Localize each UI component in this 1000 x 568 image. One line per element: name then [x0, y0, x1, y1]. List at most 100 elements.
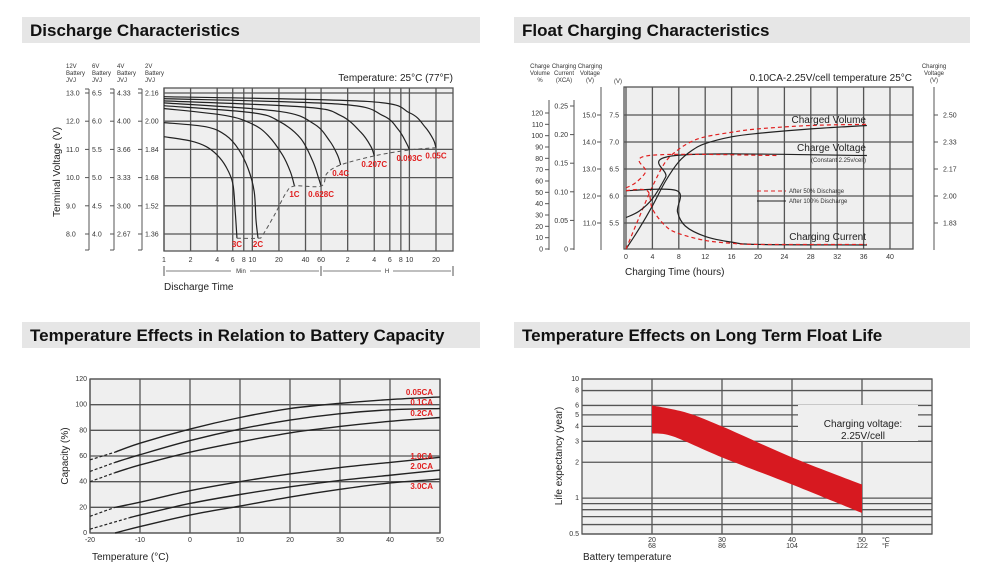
unit-fahrenheit: °F: [882, 542, 889, 550]
x-tick-label: 8: [677, 254, 681, 261]
voltage-curve-after-50pct: [625, 153, 778, 189]
end-voltage-line: [236, 147, 437, 239]
y-tick-label: 3.00: [117, 203, 131, 210]
y-tick-label: 7.5: [609, 113, 619, 120]
y-tick-label: 10: [571, 376, 579, 383]
curve-label-note: (Constant 2.25v/cell): [811, 158, 866, 164]
x-tick-label: 10: [248, 257, 256, 264]
discharge-curve-0.4C: [163, 102, 342, 166]
voltage-curve-after-100pct: [625, 153, 867, 219]
float-charging-chart: 0 4 8 12 16 20 24 28 32 36 40 0.10CA-2.25V/cell tem…: [530, 64, 957, 278]
y-tick-label: 90: [535, 145, 543, 152]
y-tick-label: 11.0: [583, 221, 596, 228]
y-axis-label: Capacity (%): [60, 427, 71, 484]
x-axis-label: Temperature (°C): [92, 552, 169, 563]
y-tick-label: 60: [79, 453, 87, 460]
y-tick-label: 1.36: [145, 232, 159, 239]
x-tick-label: 6: [388, 257, 392, 264]
rate-label: 3.0CA: [410, 482, 433, 491]
y-tick-label: 8: [575, 388, 579, 395]
y-tick-label: 4: [575, 423, 579, 430]
discharge-curve-1C: [163, 107, 296, 187]
axis-header: Charge: [530, 64, 550, 70]
y-tick-label: 4.00: [117, 119, 131, 126]
x-tick-label: 20: [286, 537, 294, 544]
x-axis-label: Charging Time (hours): [625, 267, 724, 278]
title-bar: [22, 17, 480, 43]
x-tick-label: 40: [886, 254, 894, 261]
axis-header: Charging: [578, 64, 602, 70]
y-tick-label: 2.00: [145, 119, 159, 126]
panel-float-life: Temperature Effects on Long Term Float L…: [514, 322, 970, 563]
y-tick-label: 40: [535, 201, 543, 208]
discharge-curve-0.05C: [163, 96, 437, 148]
x-tick-label: 36: [860, 254, 868, 261]
y-tick-label: 3.33: [117, 175, 131, 182]
y-tick-label: 120: [531, 111, 543, 118]
y-tick-label: 2.17: [943, 167, 957, 174]
axis-header: Battery: [117, 71, 136, 77]
capacity-curve-extrapolated-0.2CA: [89, 472, 116, 483]
x-tick-label: 4: [215, 257, 219, 264]
capacity-curve-extrapolated-0.1CA: [89, 461, 116, 472]
capacity-curve-1.0CA: [114, 456, 441, 509]
y-tick-label: 0.05: [554, 218, 568, 225]
y-tick-label: 8.0: [66, 232, 76, 239]
y-tick-label: 1: [575, 495, 579, 502]
x-unit-hour: H: [385, 269, 389, 275]
rate-label: 2C: [253, 240, 263, 249]
y-tick-label: 6.5: [92, 91, 102, 98]
y-tick-label: 0: [564, 247, 568, 254]
axis-header: JVJ: [66, 78, 76, 84]
curve-label-current: Charging Current: [789, 232, 866, 243]
y-tick-label: 12.0: [582, 194, 596, 201]
y-tick-label: 3.66: [117, 147, 131, 154]
x-tick-label-fahrenheit: 68: [648, 543, 656, 550]
condition-annotation: 0.10CA-2.25V/cell temperature 25°C: [750, 73, 912, 84]
y-tick-label: 0: [539, 247, 543, 254]
axis-header: (V): [586, 78, 594, 84]
panel-temperature-capacity: Temperature Effects in Relation to Batte…: [22, 322, 480, 563]
y-tick-label: 100: [531, 133, 543, 140]
y-tick-label: 13.0: [66, 91, 80, 98]
y-tick-label: 0.15: [554, 161, 568, 168]
axis-header: Battery: [92, 71, 111, 77]
rate-label: 0.1CA: [410, 398, 433, 407]
y-tick-label: 0.25: [554, 104, 568, 111]
x-tick-label: 8: [242, 257, 246, 264]
x-tick-label: 0: [188, 537, 192, 544]
y-tick-label: 2.33: [943, 140, 957, 147]
y-tick-label: 6: [575, 402, 579, 409]
rate-label: 0.628C: [308, 190, 334, 199]
x-tick-label: 50: [436, 537, 444, 544]
y-tick-label: 30: [535, 213, 543, 220]
rate-label: 2.0CA: [410, 462, 433, 471]
panel-title: Temperature Effects in Relation to Batte…: [30, 326, 445, 345]
x-tick-label: 40: [386, 537, 394, 544]
axis-header: JVJ: [117, 78, 127, 84]
x-tick-label: 20: [754, 254, 762, 261]
y-tick-label: 4.5: [92, 203, 102, 210]
x-tick-label: -10: [135, 537, 145, 544]
curve-label-volume: Charged Volume: [792, 115, 867, 126]
rate-label: 0.207C: [361, 160, 387, 169]
x-tick-label: 6: [231, 257, 235, 264]
x-tick-label-fahrenheit: 86: [718, 543, 726, 550]
x-tick-label: 16: [728, 254, 736, 261]
y-tick-label: 0: [83, 530, 87, 537]
y-tick-label: 40: [79, 479, 87, 486]
title-bar: [22, 322, 480, 348]
y-tick-label: 5.5: [609, 221, 619, 228]
y-tick-label: 0.20: [554, 132, 568, 139]
x-tick-label: 30: [336, 537, 344, 544]
title-bar: [514, 322, 970, 348]
capacity-curve-0.2CA: [114, 416, 441, 474]
y-tick-label: 1.83: [943, 221, 957, 228]
axis-header: (V): [614, 79, 622, 85]
capacity-curve-extrapolated-1.0CA: [89, 506, 116, 517]
y-tick-label: 10.0: [66, 175, 80, 182]
y-tick-label: 5: [575, 412, 579, 419]
y-axis-label: Life expectancy (year): [554, 407, 565, 505]
